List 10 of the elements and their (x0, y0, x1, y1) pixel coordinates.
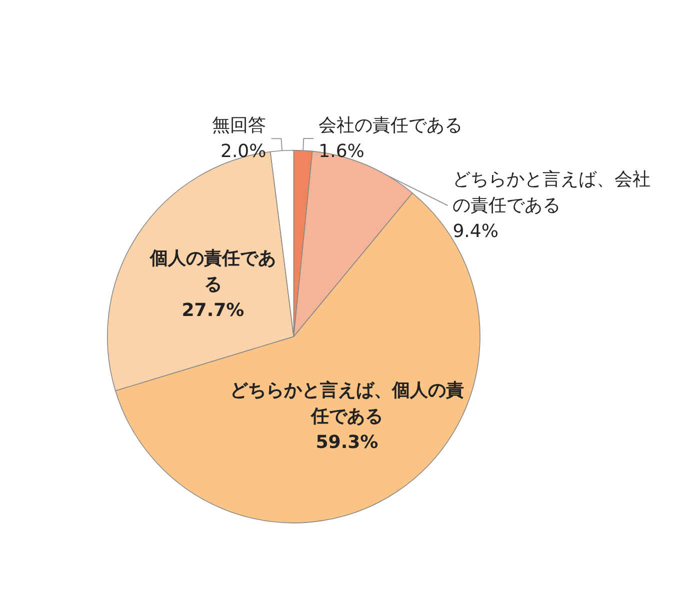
slice-label: どちらかと言えば、個人の責任である (230, 380, 464, 428)
slice-label: どちらかと言えば、会社の責任である (452, 169, 651, 216)
data-label: 2.0% (220, 141, 266, 162)
slice-label: 無回答 (212, 115, 266, 136)
data-label: 27.7% (182, 300, 244, 321)
data-label: 1.6% (318, 141, 364, 162)
slice-label: 会社の責任である (318, 115, 463, 136)
data-label: 9.4% (452, 221, 498, 242)
data-label: 59.3% (316, 432, 378, 454)
slice-label: 個人の責任である (148, 248, 276, 295)
